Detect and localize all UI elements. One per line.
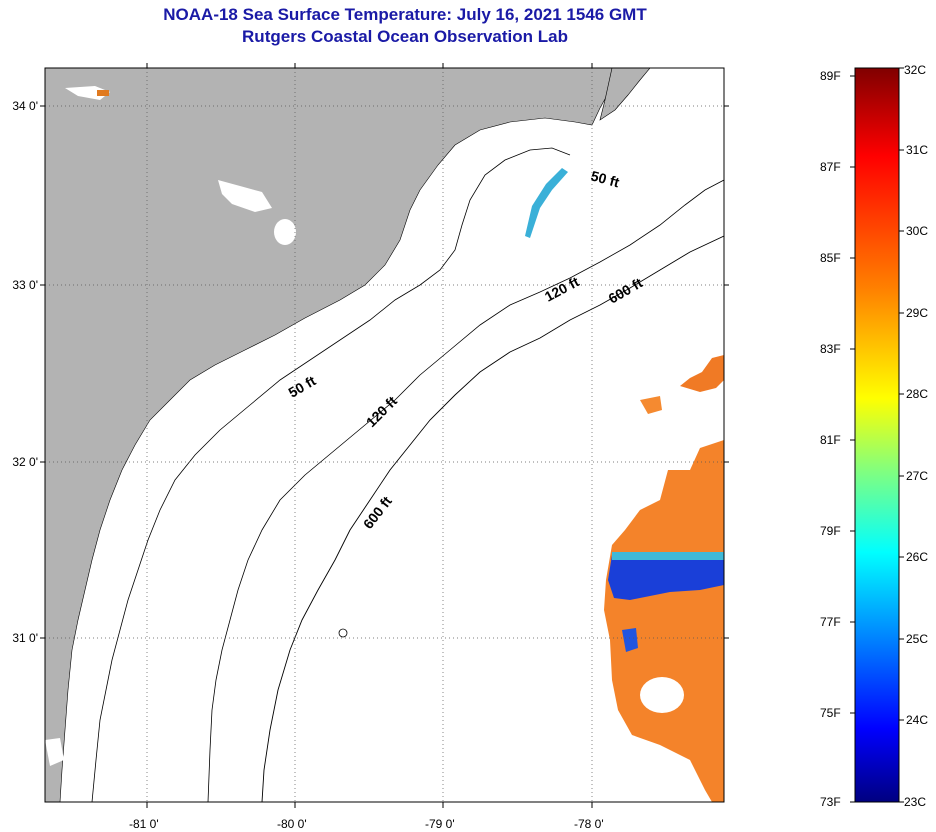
- colorbar: [854, 67, 900, 803]
- sst-warm-spot: [640, 396, 662, 414]
- colorbar-label-27c: 27C: [906, 469, 928, 483]
- lon-label-79: -79 0': [425, 817, 455, 831]
- colorbar-label-25c: 25C: [906, 632, 928, 646]
- colorbar-label-75f: 75F: [820, 706, 841, 720]
- contour-120ft: [207, 179, 724, 802]
- axis-ticks: [40, 63, 729, 808]
- map-title: NOAA-18 Sea Surface Temperature: July 16…: [163, 5, 647, 24]
- contour-50ft-north: [91, 147, 571, 802]
- colorbar-label-79f: 79F: [820, 524, 841, 538]
- lon-label-78: -78 0': [574, 817, 604, 831]
- colorbar-ticks: [850, 67, 904, 803]
- seamount-contour: [338, 628, 348, 638]
- lat-label-32: 32 0': [12, 455, 38, 469]
- lat-label-33: 33 0': [12, 278, 38, 292]
- lake-3: [65, 86, 110, 100]
- contour-label-50ft-north: 50 ft: [589, 167, 621, 190]
- lake-4: [45, 738, 64, 766]
- colorbar-label-29c: 29C: [906, 306, 928, 320]
- colorbar-label-23c: 23C: [904, 795, 926, 809]
- colorbar-label-85f: 85F: [820, 251, 841, 265]
- sst-cyan-edge: [612, 552, 724, 560]
- lake-1: [274, 219, 296, 245]
- colorbar-label-32c: 32C: [904, 63, 926, 77]
- contour-600ft: [261, 235, 724, 802]
- lake-2: [218, 180, 272, 212]
- lat-label-31: 31 0': [12, 631, 38, 645]
- colorbar-label-89f: 89F: [820, 69, 841, 83]
- colorbar-label-83f: 83F: [820, 342, 841, 356]
- lat-label-34: 34 0': [12, 99, 38, 113]
- lon-label-80: -80 0': [277, 817, 307, 831]
- land-mass: [45, 68, 613, 802]
- coastal-land-ne: [599, 68, 651, 121]
- sst-cool-band: [608, 552, 724, 600]
- sst-warm-patch: [604, 440, 724, 802]
- colorbar-label-81f: 81F: [820, 433, 841, 447]
- colorbar-label-87f: 87F: [820, 160, 841, 174]
- cloud-gap: [640, 677, 684, 713]
- sst-nearshore-streak: [525, 168, 568, 238]
- colorbar-label-77f: 77F: [820, 615, 841, 629]
- colorbar-label-28c: 28C: [906, 387, 928, 401]
- colorbar-label-30c: 30C: [906, 224, 928, 238]
- colorbar-label-26c: 26C: [906, 550, 928, 564]
- colorbar-label-73f: 73F: [820, 795, 841, 809]
- colorbar-label-24c: 24C: [906, 713, 928, 727]
- sst-inland-spot: [97, 90, 109, 96]
- map-frame: [44, 67, 725, 803]
- lon-label-81: -81 0': [129, 817, 159, 831]
- colorbar-label-31c: 31C: [906, 143, 928, 157]
- map-subtitle: Rutgers Coastal Ocean Observation Lab: [242, 27, 568, 46]
- sst-warm-patch-north: [680, 355, 724, 392]
- sst-cool-spot: [622, 628, 638, 652]
